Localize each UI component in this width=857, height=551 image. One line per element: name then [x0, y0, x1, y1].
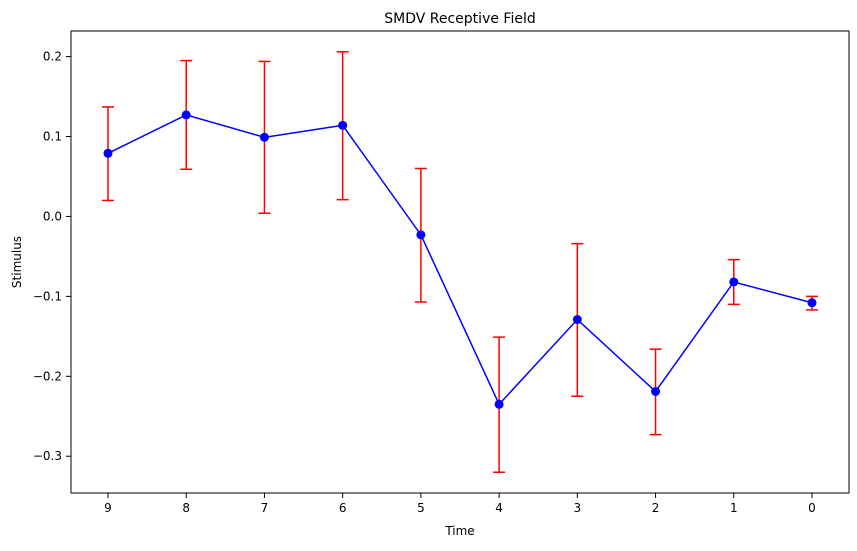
- y-tick-label: −0.1: [33, 289, 62, 303]
- data-point: [416, 230, 426, 240]
- x-tick-label: 6: [339, 501, 347, 515]
- data-point: [651, 386, 661, 396]
- data-point: [181, 110, 191, 120]
- data-point: [572, 315, 582, 325]
- y-tick-label: 0.0: [43, 209, 62, 223]
- data-point: [729, 277, 739, 287]
- x-axis-ticks: 9 8 7 6 5 4 3 2 1 0: [104, 493, 816, 515]
- y-tick-label: −0.2: [33, 369, 62, 383]
- x-tick-label: 4: [495, 501, 503, 515]
- data-points: [103, 110, 817, 409]
- data-point: [494, 399, 504, 409]
- data-point: [807, 298, 817, 308]
- x-tick-label: 5: [417, 501, 425, 515]
- data-point: [338, 120, 348, 130]
- data-point: [259, 132, 269, 142]
- x-axis-label: Time: [444, 524, 474, 538]
- y-tick-label: 0.2: [43, 50, 62, 64]
- x-tick-label: 8: [182, 501, 190, 515]
- x-tick-label: 3: [574, 501, 582, 515]
- data-point: [103, 148, 113, 158]
- chart-title: SMDV Receptive Field: [384, 11, 535, 27]
- x-tick-label: 0: [808, 501, 816, 515]
- y-axis-label: Stimulus: [10, 236, 24, 288]
- y-tick-label: −0.3: [33, 449, 62, 463]
- x-tick-label: 2: [652, 501, 660, 515]
- series-line-group: [107, 114, 813, 406]
- x-tick-label: 9: [104, 501, 112, 515]
- x-tick-label: 1: [730, 501, 738, 515]
- series-line: [107, 114, 813, 406]
- y-tick-label: 0.1: [43, 130, 62, 144]
- plot-area: [70, 30, 850, 494]
- y-axis-ticks: 0.2 0.1 0.0 −0.1 −0.2 −0.3: [33, 50, 71, 463]
- x-tick-label: 7: [261, 501, 269, 515]
